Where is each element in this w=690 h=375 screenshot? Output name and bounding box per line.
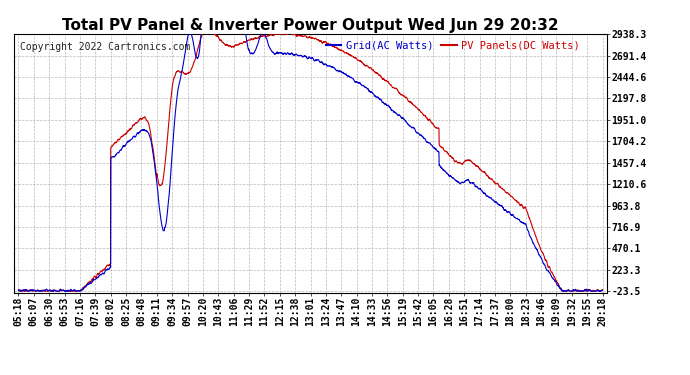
Legend: Grid(AC Watts), PV Panels(DC Watts): Grid(AC Watts), PV Panels(DC Watts) xyxy=(322,36,584,55)
Title: Total PV Panel & Inverter Power Output Wed Jun 29 20:32: Total PV Panel & Inverter Power Output W… xyxy=(62,18,559,33)
Text: Copyright 2022 Cartronics.com: Copyright 2022 Cartronics.com xyxy=(20,42,190,51)
